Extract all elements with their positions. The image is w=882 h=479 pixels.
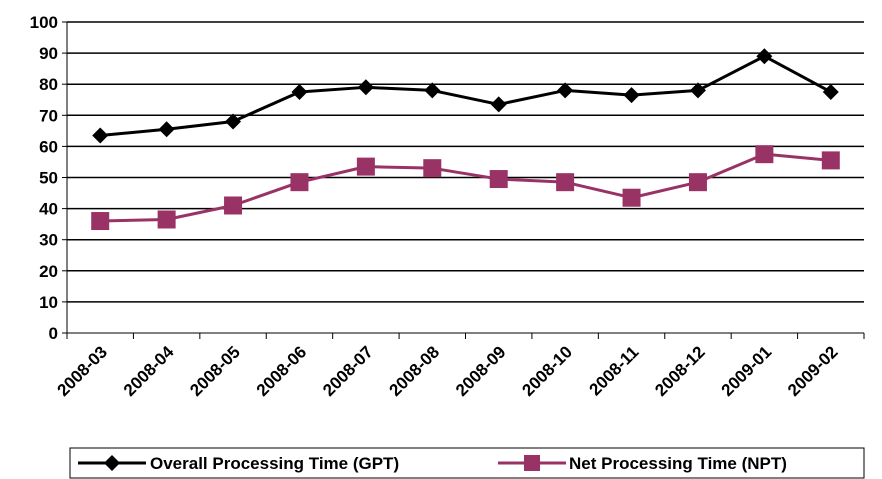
legend-gpt-diamond-icon (104, 455, 120, 471)
y-tick-label: 60 (39, 137, 58, 156)
x-tick-label: 2008-03 (53, 342, 111, 400)
x-tick-label: 2008-05 (186, 342, 244, 400)
npt-point (489, 170, 508, 189)
x-tick-label: 2008-10 (518, 342, 576, 400)
gpt-point (557, 82, 574, 99)
y-tick-label: 10 (39, 293, 58, 312)
gpt-point (689, 82, 706, 99)
npt-point (688, 173, 707, 192)
series-layer (91, 48, 840, 231)
x-tick-label: 2009-01 (718, 342, 776, 400)
npt-point (91, 212, 110, 231)
x-tick-label: 2008-09 (452, 342, 510, 400)
series-line-gpt (100, 54, 832, 138)
y-tick-label: 90 (39, 44, 58, 63)
npt-point (224, 196, 243, 215)
x-tick-label: 2008-12 (651, 342, 709, 400)
x-tick-label: 2008-08 (386, 342, 444, 400)
npt-point (755, 145, 774, 164)
y-tick-label: 70 (39, 106, 58, 125)
gpt-point (490, 96, 507, 113)
gpt-point (424, 82, 441, 99)
gpt-point (291, 83, 308, 100)
legend: Overall Processing Time (GPT) Net Proces… (69, 447, 865, 479)
legend-npt-label: Net Processing Time (NPT) (569, 454, 787, 473)
x-tick-label: 2009-02 (784, 342, 842, 400)
gridlines (67, 21, 864, 303)
npt-point (157, 210, 176, 229)
npt-point (290, 173, 309, 192)
y-tick-label: 40 (39, 200, 58, 219)
y-tick-label: 30 (39, 231, 58, 250)
npt-point (423, 159, 442, 178)
gpt-point (822, 83, 839, 100)
npt-point (556, 173, 575, 192)
x-tick-label: 2008-07 (319, 342, 377, 400)
gpt-point (158, 121, 175, 138)
x-tick-label: 2008-06 (253, 342, 311, 400)
y-tick-label: 20 (39, 262, 58, 281)
y-tick-label: 80 (39, 75, 58, 94)
gpt-point (92, 127, 109, 144)
npt-point (622, 188, 641, 207)
series-line-npt (100, 152, 831, 223)
y-tick-label: 0 (49, 324, 58, 343)
x-tick-label: 2008-11 (585, 342, 642, 399)
y-tick-label: 50 (39, 169, 58, 188)
gpt-point (756, 48, 773, 65)
legend-npt-square-icon (524, 455, 540, 471)
gpt-point (357, 79, 374, 96)
y-tick-labels: 0 10 20 30 40 50 60 70 80 90 100 (30, 13, 67, 343)
x-tick-labels: 2008-03 2008-04 2008-05 2008-06 2008-07 2008-… (53, 333, 865, 400)
npt-point (356, 157, 375, 176)
legend-gpt-label: Overall Processing Time (GPT) (150, 454, 399, 473)
legend-box (69, 447, 865, 479)
gpt-point (225, 113, 242, 130)
gpt-point (623, 87, 640, 104)
npt-point (821, 151, 840, 170)
x-tick-label: 2008-04 (120, 342, 178, 400)
y-tick-label: 100 (30, 13, 58, 32)
